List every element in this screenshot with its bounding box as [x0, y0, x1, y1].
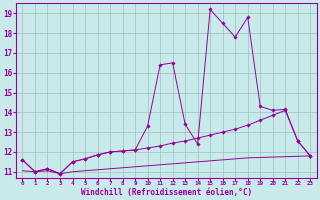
X-axis label: Windchill (Refroidissement éolien,°C): Windchill (Refroidissement éolien,°C): [81, 188, 252, 197]
